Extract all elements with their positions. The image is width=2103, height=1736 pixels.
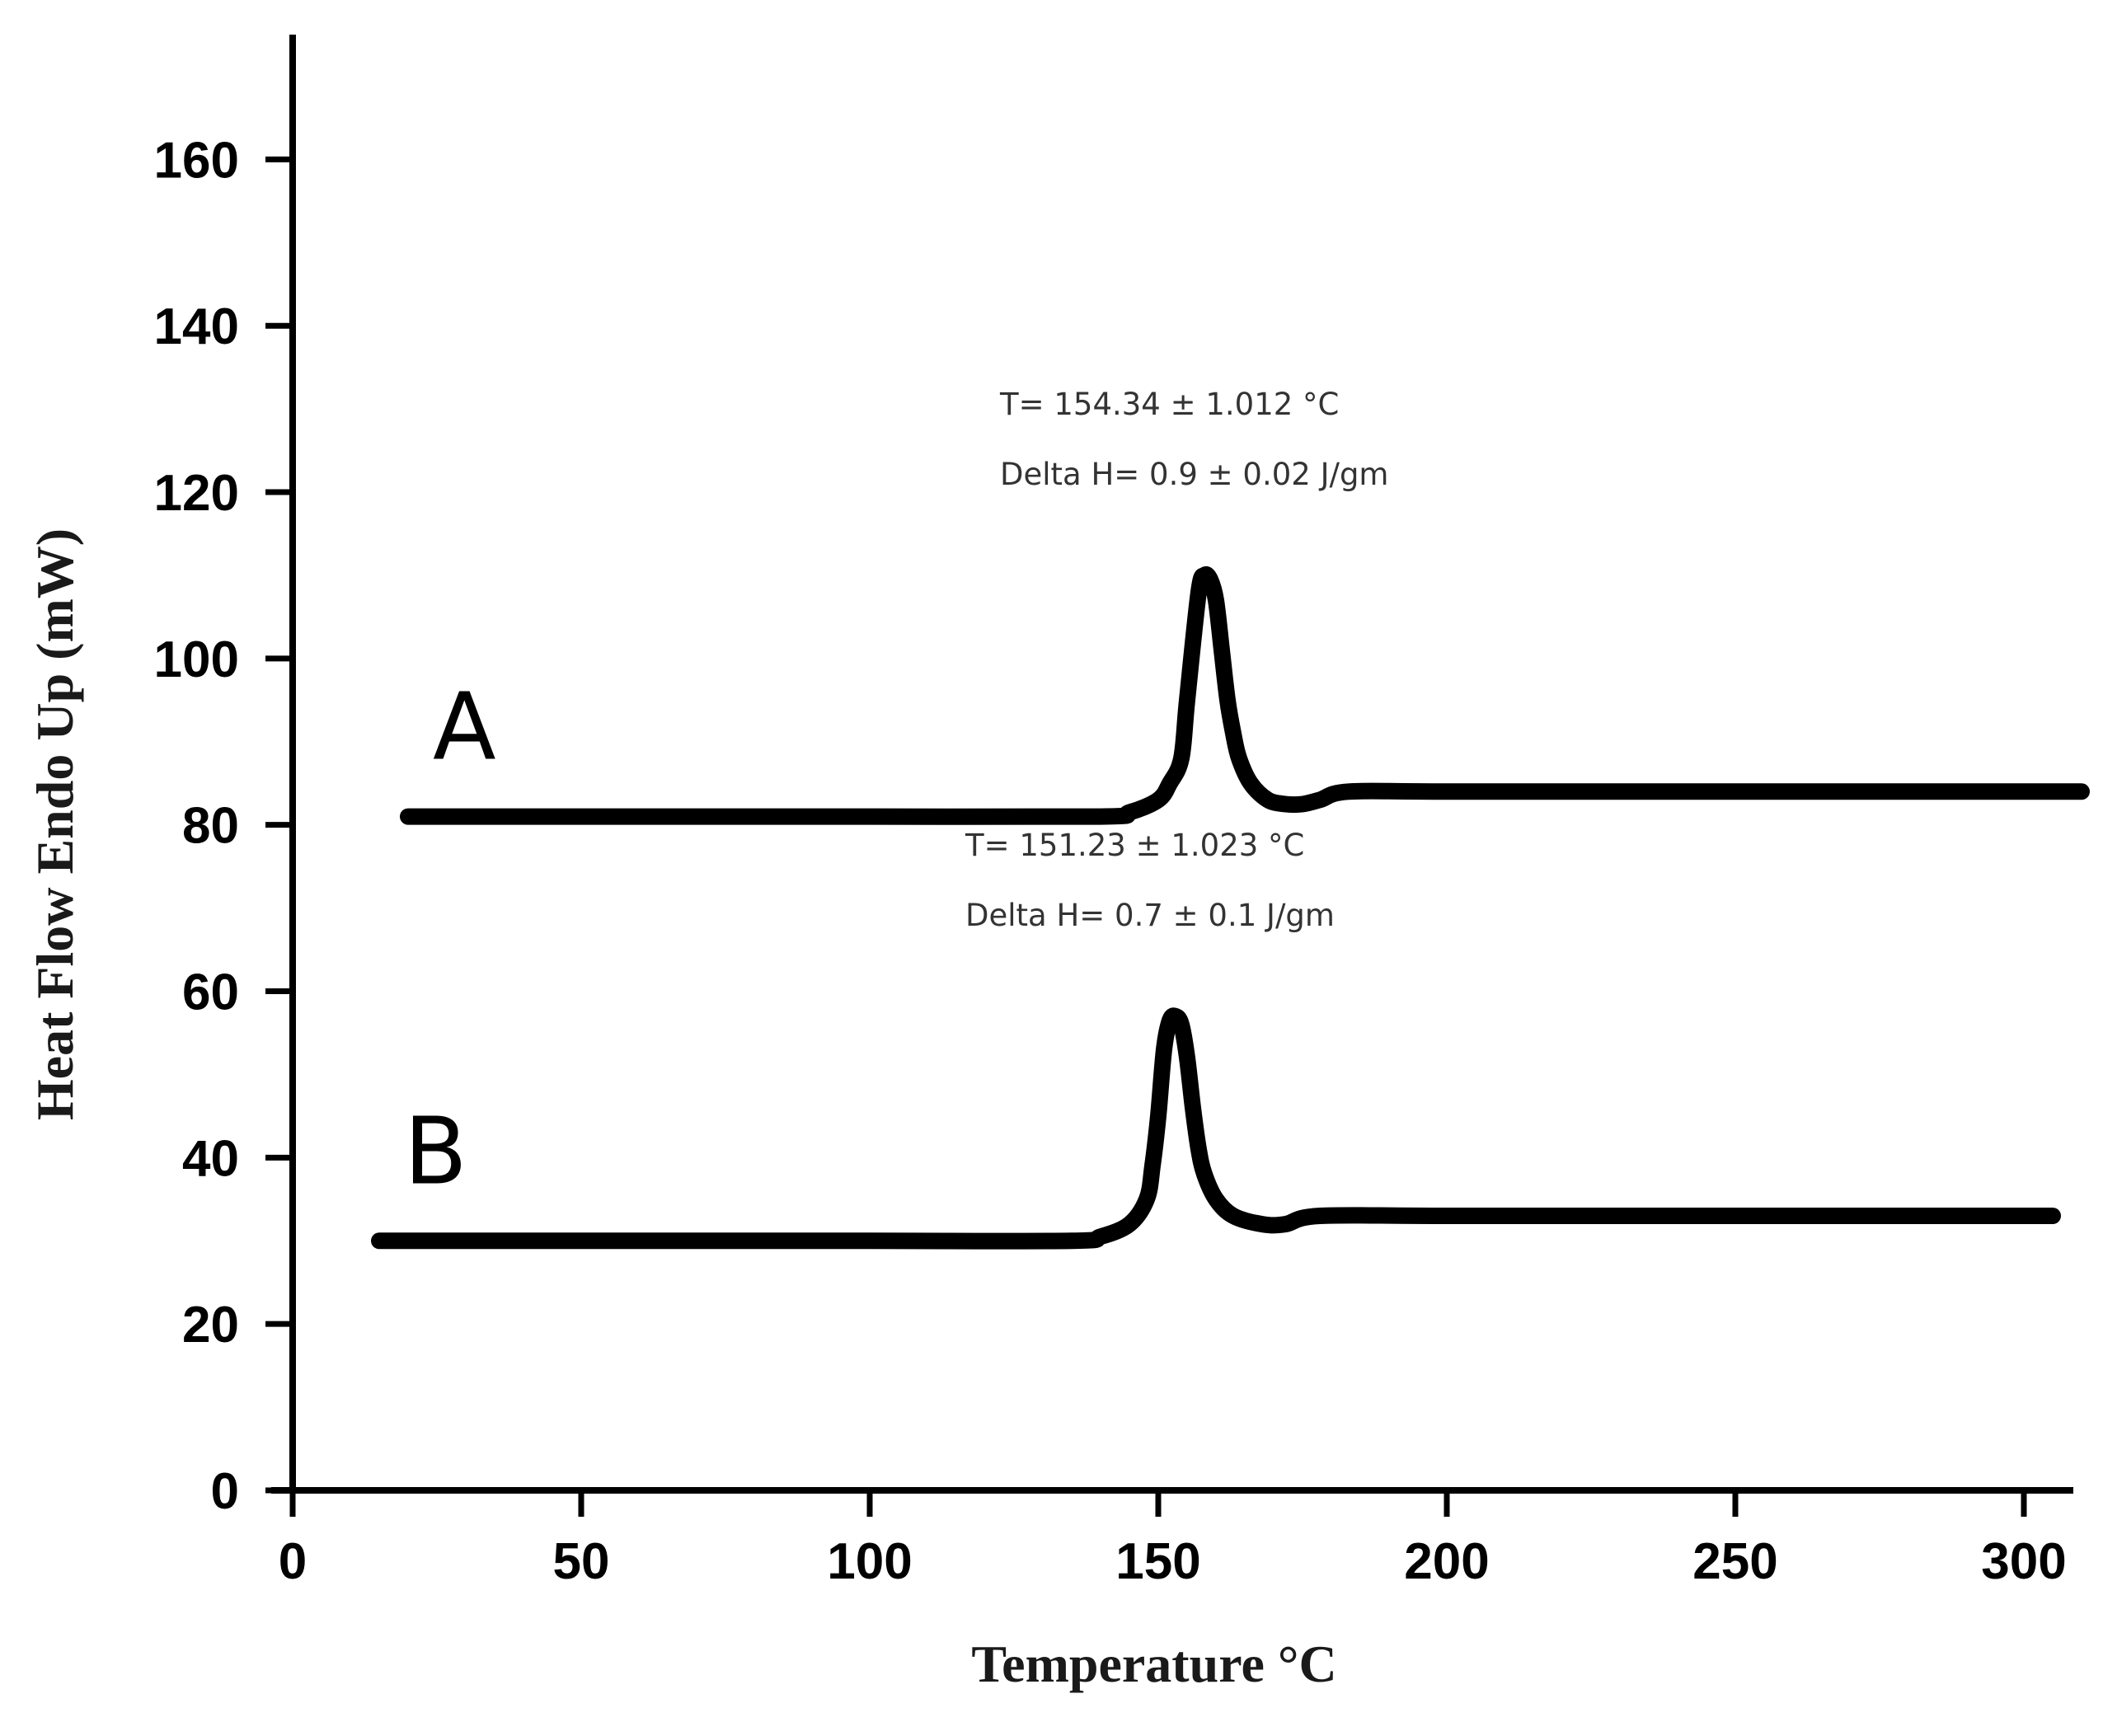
- x-tick-label: 100: [827, 1533, 912, 1590]
- series-label-b: B: [404, 1098, 467, 1205]
- axes: [271, 35, 2073, 1494]
- y-ticks: 0 20 40 60 80 100 120 140 160: [154, 132, 293, 1520]
- x-tick-label: 150: [1115, 1533, 1200, 1590]
- y-tick-label: 20: [182, 1297, 239, 1354]
- x-ticks: 0 50 100 150 200 250 300: [279, 1490, 2067, 1590]
- y-tick-label: 160: [154, 132, 239, 189]
- annotation-delta-h-b: Delta H= 0.7 ± 0.1 J/gm: [965, 898, 1335, 933]
- annotation-temperature-b: T= 151.23 ± 1.023 °C: [965, 828, 1304, 863]
- y-tick-label: 140: [154, 298, 239, 355]
- annotation-delta-h-a: Delta H= 0.9 ± 0.02 J/gm: [1000, 457, 1388, 492]
- x-tick-label: 300: [1981, 1533, 2066, 1590]
- series-label-a: A: [433, 674, 496, 781]
- y-tick-label: 120: [154, 465, 239, 522]
- y-axis-title: Heat Flow Endo Up (mW): [26, 528, 84, 1120]
- series-line-a: [400, 566, 2090, 825]
- series-line-b: [371, 1007, 2061, 1250]
- y-tick-label: 60: [182, 964, 239, 1021]
- x-tick-label: 50: [553, 1533, 610, 1590]
- labels-layer: A B T= 154.34 ± 1.012 °C Delta H= 0.9 ± 0.0…: [404, 387, 1388, 1205]
- x-axis-title: Temperature °C: [971, 1635, 1336, 1693]
- x-tick-label: 200: [1404, 1533, 1489, 1590]
- y-tick-label: 0: [211, 1463, 239, 1520]
- y-tick-label: 100: [154, 631, 239, 688]
- annotation-temperature-a: T= 154.34 ± 1.012 °C: [999, 387, 1339, 422]
- x-tick-label: 250: [1692, 1533, 1777, 1590]
- series-layer: [371, 566, 2090, 1250]
- x-tick-label: 0: [279, 1533, 307, 1590]
- y-tick-label: 80: [182, 798, 239, 855]
- y-tick-label: 40: [182, 1130, 239, 1187]
